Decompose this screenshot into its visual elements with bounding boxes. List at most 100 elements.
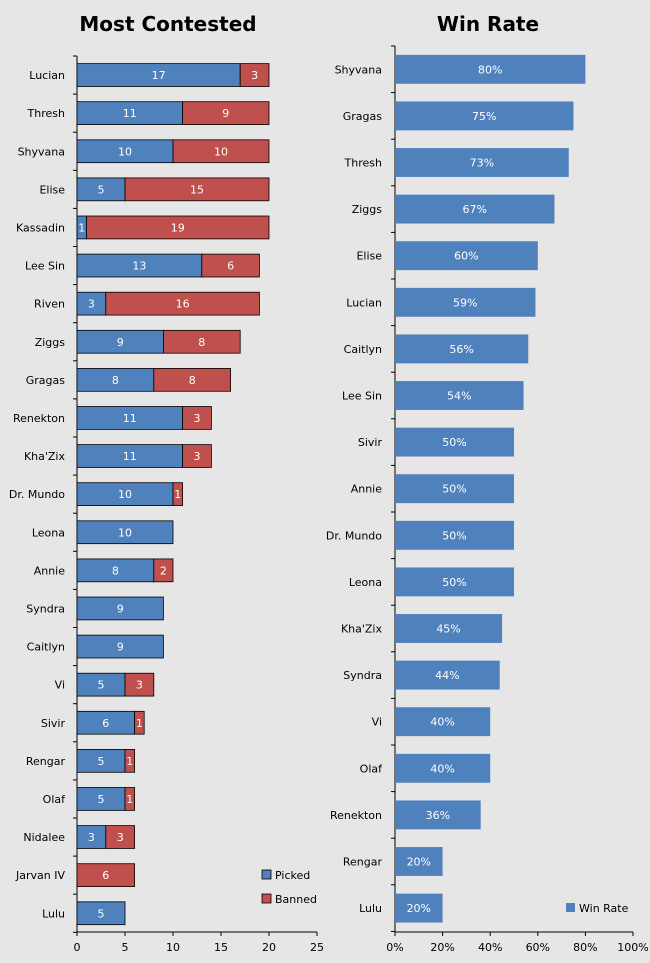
x-tick-label: 0 (74, 941, 81, 954)
category-label: Kassadin (16, 221, 65, 234)
bar-win-rate (395, 194, 555, 224)
bar-win-rate (395, 800, 481, 830)
data-label: 8 (198, 336, 205, 349)
data-label: 6 (227, 260, 234, 273)
data-label: 9 (222, 107, 229, 120)
bar-picked (76, 596, 164, 621)
data-label: 20% (407, 856, 431, 869)
bar-win-rate (395, 753, 491, 783)
bar-banned (124, 177, 270, 202)
category-label: Kha'Zix (24, 450, 66, 463)
legend: Win Rate (566, 902, 629, 915)
bar-banned (182, 444, 212, 468)
x-tick-label: 20 (262, 941, 276, 954)
data-label: 59% (453, 296, 477, 309)
bar-banned (134, 710, 145, 735)
data-label: 50% (442, 576, 466, 589)
x-tick-label: 40% (478, 941, 502, 954)
data-label: 1 (174, 488, 181, 501)
data-label: 1 (78, 221, 85, 234)
bar-banned (124, 749, 135, 773)
category-label: Sivir (41, 717, 66, 730)
category-label: Gragas (26, 374, 66, 387)
data-label: 2 (160, 564, 167, 577)
data-label: 3 (194, 412, 201, 425)
bar-win-rate (395, 847, 443, 876)
data-label: 75% (472, 110, 496, 123)
data-label: 67% (463, 203, 487, 216)
category-label: Elise (39, 183, 65, 196)
category-label: Shyvana (335, 63, 382, 76)
category-label: Lucian (29, 69, 65, 82)
data-label: 8 (112, 374, 119, 387)
category-label: Annie (351, 483, 383, 496)
category-label: Rengar (343, 856, 383, 869)
bar-win-rate (395, 334, 529, 364)
bar-banned (124, 787, 135, 811)
data-label: 8 (112, 564, 119, 577)
legend-swatch (566, 903, 575, 912)
data-label: 11 (123, 450, 137, 463)
bar-picked (76, 901, 126, 926)
category-label: Vi (55, 679, 65, 692)
x-tick-label: 5 (122, 941, 129, 954)
category-label: Lucian (346, 296, 382, 309)
legend-swatch (261, 893, 272, 904)
category-label: Renekton (330, 809, 382, 822)
chart-title-win-rate: Win Rate (437, 12, 539, 36)
category-label: Olaf (360, 762, 383, 775)
bar-banned (105, 291, 260, 316)
category-label: Ziggs (35, 336, 66, 349)
data-label: 8 (189, 374, 196, 387)
category-label: Lee Sin (25, 260, 65, 273)
data-label: 3 (88, 298, 95, 311)
category-label: Annie (34, 564, 66, 577)
data-label: 10 (118, 145, 132, 158)
category-label: Caitlyn (27, 641, 65, 654)
bar-win-rate (395, 287, 536, 317)
bar-banned (172, 139, 270, 164)
data-label: 5 (98, 679, 105, 692)
data-label: 9 (117, 641, 124, 654)
bar-win-rate (395, 148, 569, 177)
bar-banned (239, 63, 270, 87)
category-label: Olaf (43, 793, 66, 806)
x-tick-label: 10 (166, 941, 180, 954)
category-label: Elise (356, 250, 382, 263)
bar-picked (76, 520, 174, 545)
data-label: 40% (430, 762, 454, 775)
bar-banned (172, 482, 183, 506)
data-label: 56% (449, 343, 473, 356)
x-tick-label: 0% (386, 941, 403, 954)
data-label: 50% (442, 529, 466, 542)
category-label: Dr. Mundo (9, 488, 65, 501)
bar-win-rate (395, 614, 503, 643)
category-label: Dr. Mundo (326, 529, 382, 542)
x-tick-label: 80% (573, 941, 597, 954)
bar-win-rate (395, 520, 514, 550)
data-label: 3 (117, 831, 124, 844)
data-label: 1 (126, 793, 133, 806)
category-label: Caitlyn (344, 343, 382, 356)
data-label: 6 (102, 869, 109, 882)
category-label: Vi (372, 716, 382, 729)
bar-banned (76, 863, 135, 887)
data-label: 5 (98, 907, 105, 920)
data-label: 45% (436, 623, 460, 636)
data-label: 1 (136, 717, 143, 730)
bar-win-rate (395, 54, 586, 84)
x-tick-label: 60% (526, 941, 550, 954)
legend-label: Win Rate (579, 902, 629, 915)
category-label: Thresh (344, 157, 382, 170)
bar-banned (124, 672, 155, 697)
bar-picked (76, 634, 164, 659)
bar-banned (105, 825, 136, 849)
data-label: 1 (126, 755, 133, 768)
bar-win-rate (395, 427, 514, 457)
category-label: Shyvana (18, 145, 65, 158)
data-label: 3 (88, 831, 95, 844)
chart-title-most-contested: Most Contested (79, 12, 256, 36)
data-label: 40% (430, 716, 454, 729)
